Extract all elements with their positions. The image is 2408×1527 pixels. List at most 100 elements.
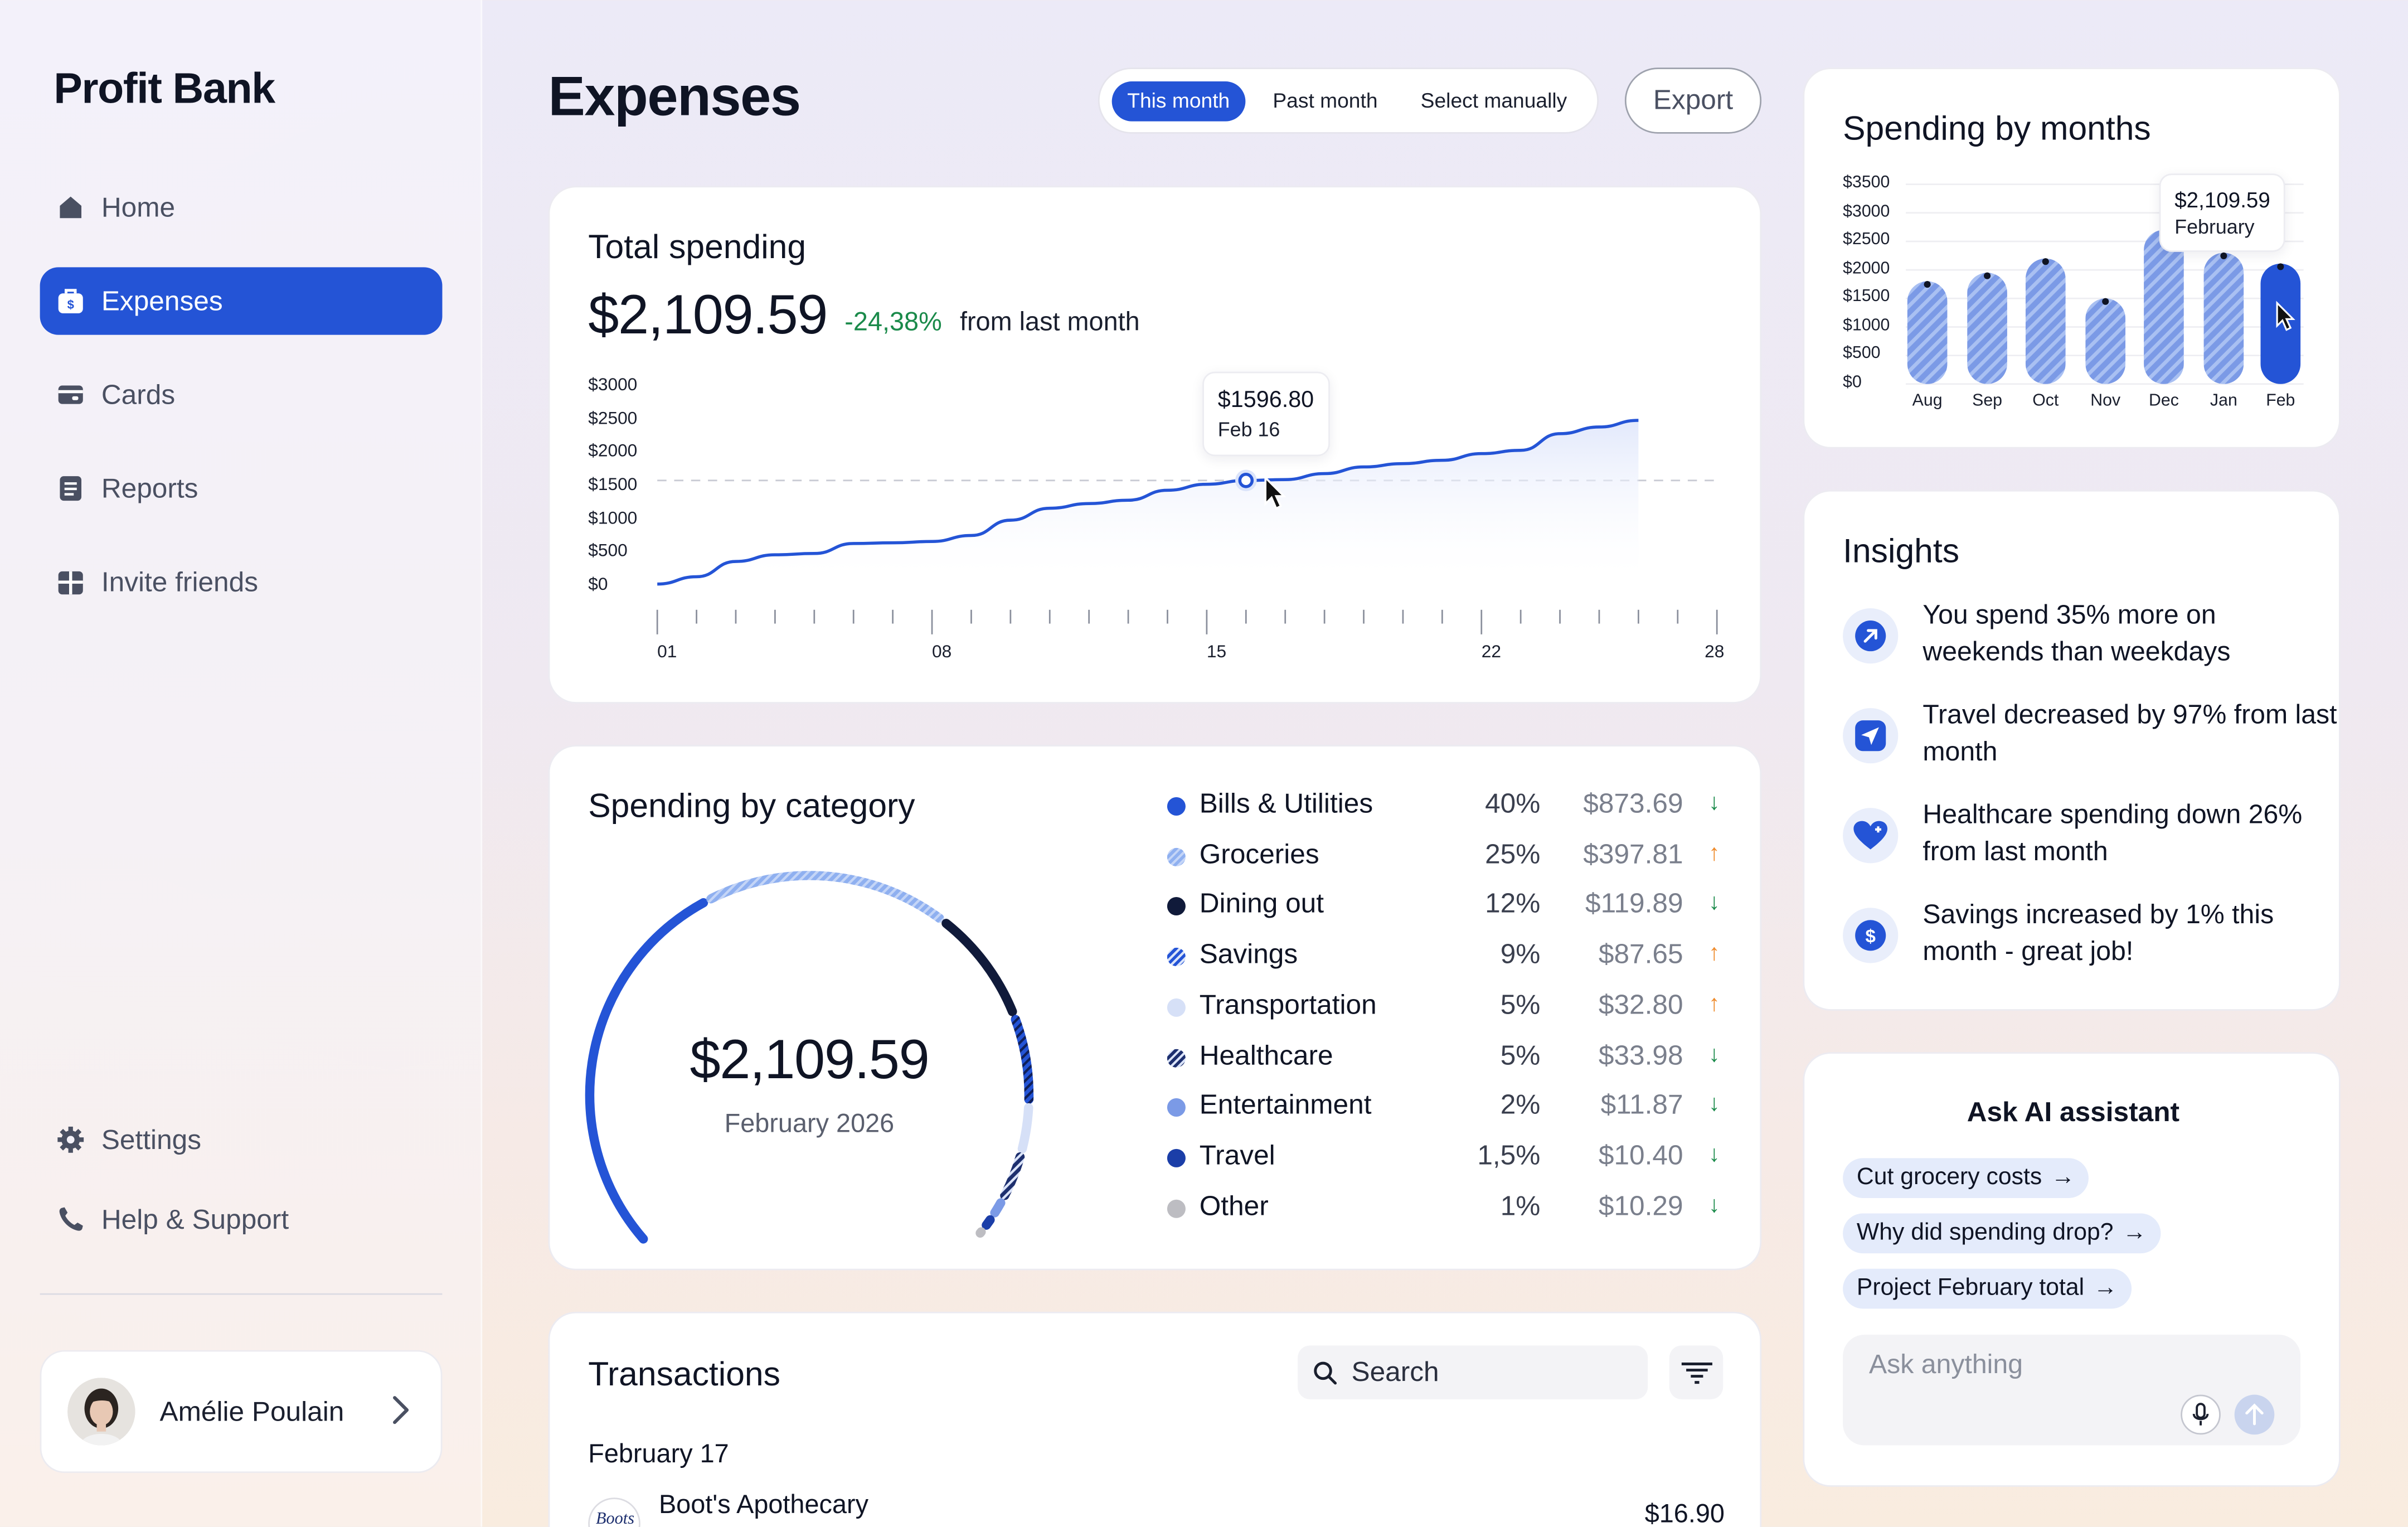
arrow-up-icon [2245, 1403, 2264, 1426]
savings-icon: $ [1855, 920, 1886, 951]
transaction-amount: $16.90 [1644, 1499, 1725, 1527]
heart-icon [1853, 821, 1888, 850]
insights-title: Insights [1843, 531, 1960, 570]
bar-oct[interactable] [2025, 258, 2066, 384]
nav-item-reports[interactable]: Reports [40, 455, 443, 522]
category-row[interactable]: Groceries 25% $397.81 ↑ [1167, 838, 1720, 875]
gauge-segment-groceries[interactable] [706, 871, 944, 923]
category-row[interactable]: Travel 1,5% $10.40 ↓ [1167, 1140, 1720, 1176]
transactions-search[interactable]: Search [1298, 1345, 1648, 1399]
category-row[interactable]: Dining out 12% $119.89 ↓ [1167, 889, 1720, 925]
period-this-month[interactable]: This month [1111, 80, 1245, 121]
svg-text:$: $ [67, 298, 74, 312]
nav-item-settings[interactable]: Settings [40, 1106, 443, 1174]
mouse-cursor-icon [1264, 475, 1286, 510]
gift-icon [58, 571, 83, 595]
category-percent: 1,5% [1477, 1139, 1541, 1171]
y-tick-label: $0 [1843, 373, 1862, 392]
bar-chart[interactable] [1804, 69, 2341, 449]
tooltip-label: February [2174, 215, 2255, 239]
transactions-title: Transactions [588, 1354, 780, 1393]
y-tick-label: $2000 [588, 443, 638, 462]
nav-item-help-support[interactable]: Help & Support [40, 1186, 443, 1253]
gauge-segment-healthcare[interactable] [1000, 1152, 1025, 1200]
gear-icon [57, 1126, 84, 1153]
insight-text: Savings increased by 1% this month - gre… [1922, 898, 2274, 966]
plane-icon [1855, 720, 1886, 752]
gauge-segment-transportation[interactable] [1017, 1103, 1033, 1153]
arrow-down-icon: ↓ [1708, 1191, 1720, 1218]
category-row[interactable]: Healthcare 5% $33.98 ↓ [1167, 1039, 1720, 1076]
suggestion-chip[interactable]: Why did spending drop? → [1843, 1213, 2161, 1254]
category-amount: $11.87 [1600, 1089, 1683, 1120]
gauge-segment-dining-out[interactable] [941, 919, 1017, 1016]
send-button[interactable] [2234, 1394, 2275, 1435]
period-filter: This month Past month Select manually [1098, 67, 1599, 134]
suggestion-chip[interactable]: Project February total → [1843, 1268, 2132, 1309]
transaction-row[interactable]: Boots Boot's Apothecary $16.90 [588, 1487, 1725, 1527]
home-icon [60, 196, 82, 219]
category-amount: $397.81 [1583, 838, 1683, 869]
category-amount: $10.40 [1598, 1139, 1683, 1171]
ask-input[interactable]: Ask anything [1843, 1335, 2301, 1446]
nav-item-label: Help & Support [101, 1203, 289, 1234]
category-gauge[interactable] [550, 746, 1072, 1270]
gauge-segment-other[interactable] [975, 1227, 986, 1238]
sidebar-divider [40, 1293, 443, 1295]
card-icon [58, 385, 83, 404]
category-dot [1167, 948, 1186, 967]
category-total: $2,109.59 [690, 1027, 930, 1091]
mouse-cursor-icon [2276, 300, 2295, 331]
category-percent: 5% [1500, 988, 1541, 1020]
sidebar: Profit Bank Home $ Expenses Cards Report… [0, 0, 483, 1527]
assistant-title: Ask AI assistant [1967, 1097, 2180, 1128]
brand-logo[interactable]: Profit Bank [54, 64, 275, 113]
category-row[interactable]: Savings 9% $87.65 ↑ [1167, 939, 1720, 976]
arrow-up-icon: ↑ [1708, 940, 1720, 967]
category-percent: 5% [1500, 1039, 1541, 1070]
mic-button[interactable] [2181, 1394, 2221, 1435]
line-series [657, 419, 1639, 586]
nav-item-label: Cards [101, 379, 176, 410]
profile-name: Amélie Poulain [159, 1395, 344, 1427]
x-tick-label: Sep [1972, 391, 2003, 410]
gauge-segment-entertainment[interactable] [990, 1198, 1006, 1218]
nav-item-invite-friends[interactable]: Invite friends [40, 549, 443, 616]
category-percent: 1% [1500, 1190, 1541, 1221]
y-tick-label: $500 [1843, 345, 1881, 363]
microphone-icon [2192, 1403, 2209, 1426]
arrow-right-icon: → [2051, 1164, 2075, 1191]
highlight-point[interactable] [1238, 473, 1254, 488]
bar-aug[interactable] [1907, 281, 1948, 384]
category-row[interactable]: Bills & Utilities 40% $873.69 ↓ [1167, 788, 1720, 825]
bar-feb[interactable] [2260, 263, 2301, 384]
bar-jan[interactable] [2203, 253, 2244, 384]
category-percent: 25% [1485, 838, 1541, 869]
merchant-name: Boot's Apothecary [658, 1490, 869, 1519]
category-row[interactable]: Entertainment 2% $11.87 ↓ [1167, 1089, 1720, 1126]
gauge-segment-savings[interactable] [1011, 1015, 1034, 1104]
filter-button[interactable] [1669, 1345, 1724, 1399]
category-dot [1167, 1098, 1186, 1117]
search-placeholder: Search [1351, 1356, 1439, 1387]
period-past-month[interactable]: Past month [1273, 89, 1378, 113]
line-chart[interactable] [550, 187, 1761, 704]
category-row[interactable]: Other 1% $10.29 ↓ [1167, 1190, 1720, 1227]
bar-sep[interactable] [1967, 273, 2007, 384]
nav-item-home[interactable]: Home [40, 173, 443, 241]
bar-nov[interactable] [2085, 298, 2126, 384]
export-button[interactable]: Export [1624, 67, 1762, 134]
category-period: February 2026 [724, 1109, 895, 1138]
period-select-manually[interactable]: Select manually [1420, 89, 1567, 113]
bar-dec[interactable] [2144, 230, 2184, 384]
y-tick-label: $2500 [588, 409, 638, 428]
profile-card[interactable]: Amélie Poulain [40, 1350, 443, 1473]
nav-item-cards[interactable]: Cards [40, 361, 443, 428]
arrow-down-icon: ↓ [1708, 789, 1720, 816]
suggestion-chip[interactable]: Cut grocery costs → [1843, 1158, 2089, 1198]
category-row[interactable]: Transportation 5% $32.80 ↑ [1167, 989, 1720, 1026]
gauge-segment-bills-utilities[interactable] [585, 898, 708, 1244]
nav-item-expenses[interactable]: $ Expenses [40, 267, 443, 335]
gauge-segment-travel[interactable] [982, 1215, 995, 1230]
arrow-up-icon: ↑ [1708, 990, 1720, 1017]
